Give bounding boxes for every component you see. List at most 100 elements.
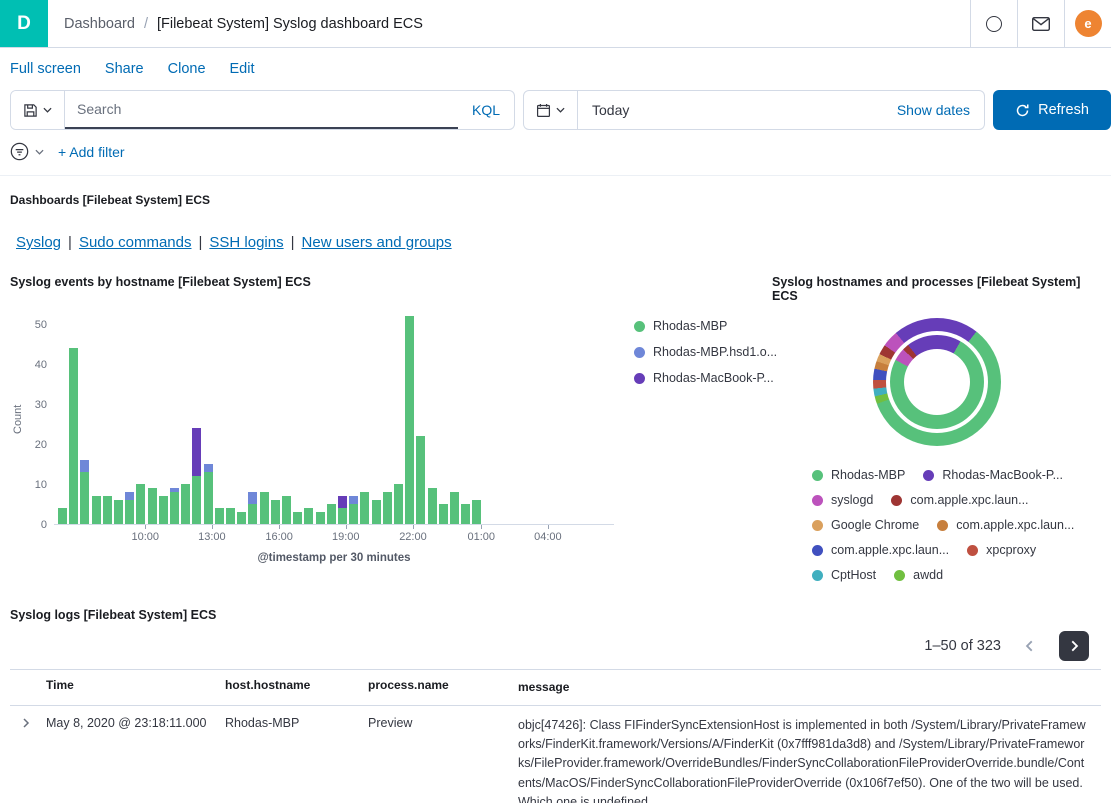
next-page-button[interactable] [1059,631,1089,661]
donut-wrap [772,318,1101,446]
breadcrumb-dashboard[interactable]: Dashboard [64,15,135,32]
legend-item[interactable]: Rhodas-MacBook-P... [923,468,1063,482]
bar-21[interactable] [293,512,303,524]
header-process-name[interactable]: process.name [368,678,449,692]
filter-options-icon[interactable] [10,142,29,161]
kql-syntax-button[interactable]: KQL [471,102,500,118]
bar-0[interactable] [58,508,67,524]
full-screen-button[interactable]: Full screen [10,61,81,77]
share-button[interactable]: Share [104,61,144,77]
bar-17[interactable] [248,492,258,524]
bar-15[interactable] [226,508,235,524]
bar-2[interactable] [80,460,90,524]
bar-10[interactable] [170,488,179,524]
bar-35[interactable] [450,492,459,524]
x-tick-mark [279,525,281,529]
link-ssh-logins[interactable]: SSH logins [209,234,284,251]
bar-19[interactable] [270,500,280,524]
panel-title: Syslog hostnames and processes [Filebeat… [772,275,1081,303]
bar-20[interactable] [282,496,291,524]
link-syslog[interactable]: Syslog [16,234,62,251]
bar-37[interactable] [472,500,482,524]
bar-34[interactable] [438,504,448,524]
user-menu-button[interactable]: e [1064,0,1111,47]
bar-25[interactable] [338,496,347,524]
bar-33[interactable] [427,488,437,524]
expand-row-button[interactable] [20,717,32,732]
chevron-down-icon[interactable] [35,149,44,155]
clone-button[interactable]: Clone [167,61,206,77]
legend-item[interactable]: com.apple.xpc.laun... [812,543,949,557]
bar-5[interactable] [114,500,123,524]
bar-26[interactable] [349,496,359,524]
legend-item[interactable]: Google Chrome [812,518,919,532]
bar-7[interactable] [136,484,146,524]
date-quick-select-button[interactable] [524,91,578,129]
bar-27[interactable] [360,492,370,524]
bar-1[interactable] [69,348,79,524]
y-axis-ticks: 0 10 20 30 40 50 [26,313,54,531]
bar-28[interactable] [371,500,381,524]
refresh-button[interactable]: Refresh [993,90,1111,130]
bar-segment [226,508,235,524]
bar-8[interactable] [147,488,157,524]
help-menu-button[interactable] [970,0,1017,47]
link-new-users-groups[interactable]: New users and groups [301,234,452,251]
legend-item[interactable]: syslogd [812,493,873,507]
legend-label: com.apple.xpc.laun... [956,518,1075,532]
bar-32[interactable] [416,436,426,524]
bar-6[interactable] [125,492,135,524]
add-filter-button[interactable]: + Add filter [58,143,125,160]
legend-item[interactable]: awdd [894,568,943,582]
breadcrumb-current: [Filebeat System] Syslog dashboard ECS [156,15,423,32]
donut-chart[interactable] [872,318,1001,446]
edit-button[interactable]: Edit [229,61,255,77]
bar-16[interactable] [237,512,247,524]
bar-11[interactable] [181,484,191,524]
bar-36[interactable] [461,504,471,524]
legend-item[interactable]: com.apple.xpc.laun... [891,493,1029,507]
bar-segment [304,508,314,524]
bar-segment [125,492,135,500]
legend-swatch-icon [634,320,645,332]
header-time[interactable]: Time [46,678,74,692]
bar-14[interactable] [214,508,224,524]
bar-9[interactable] [158,496,168,524]
header-host-hostname[interactable]: host.hostname [225,678,311,692]
bar-30[interactable] [394,484,403,524]
bar-31[interactable] [405,316,415,524]
legend-item[interactable]: Rhodas-MBP [634,319,777,333]
search-input[interactable] [65,91,458,129]
bar-segment [203,472,213,524]
saved-query-menu-button[interactable] [11,91,65,129]
bar-13[interactable] [203,464,213,524]
cell-time: May 8, 2020 @ 23:18:11.000 [46,715,207,730]
space-logo[interactable]: D [0,0,48,47]
bar-24[interactable] [326,504,336,524]
bar-4[interactable] [102,496,112,524]
bar-18[interactable] [259,492,269,524]
show-dates-button[interactable]: Show dates [896,102,970,118]
link-sudo-commands[interactable]: Sudo commands [78,234,192,251]
legend-item[interactable]: com.apple.xpc.laun... [937,518,1074,532]
bar-22[interactable] [304,508,314,524]
bar-segment [58,508,67,524]
legend-item[interactable]: Rhodas-MacBook-P... [634,371,777,385]
legend-label: syslogd [831,493,874,507]
bar-23[interactable] [315,512,325,524]
bar-29[interactable] [382,492,392,524]
legend-item[interactable]: xpcproxy [967,543,1036,557]
newsfeed-button[interactable] [1017,0,1064,47]
header-message[interactable]: message [518,680,570,694]
previous-page-button[interactable] [1015,631,1045,661]
date-range-value[interactable]: Today [592,102,630,118]
help-icon [986,15,1002,32]
legend-item[interactable]: CptHost [812,568,876,582]
bar-segment [170,492,179,524]
panel-title: Syslog logs [Filebeat System] ECS [10,608,217,622]
legend-item[interactable]: Rhodas-MBP [812,468,905,482]
bar-3[interactable] [91,496,101,524]
legend-item[interactable]: Rhodas-MBP.hsd1.o... [634,345,777,359]
bar-12[interactable] [192,428,202,524]
bar-chart-bars [54,313,614,525]
